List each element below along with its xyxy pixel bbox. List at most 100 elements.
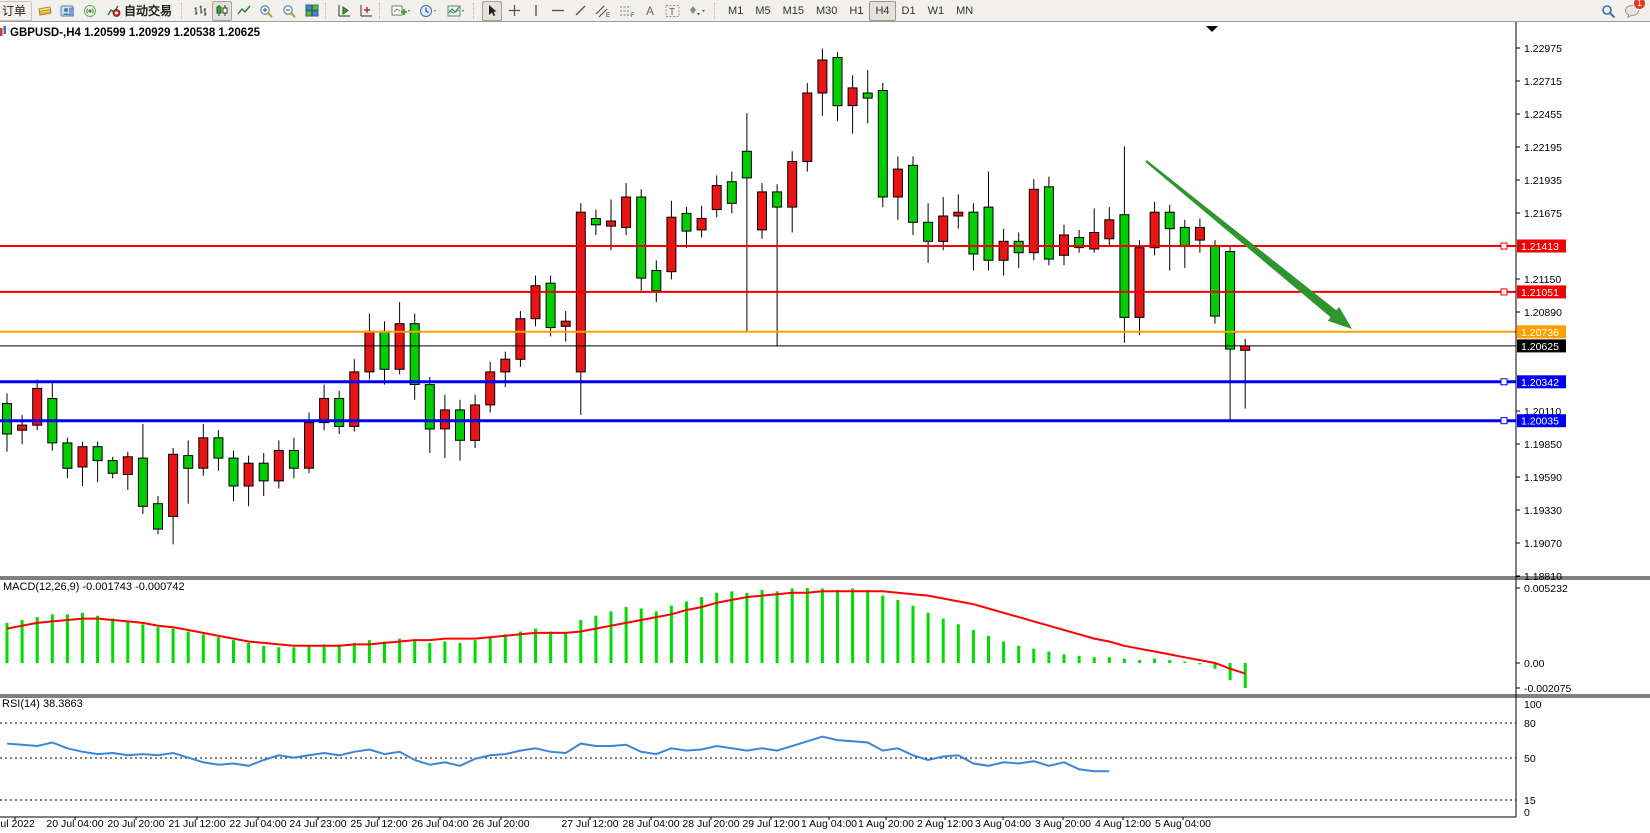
zoom-in-button[interactable] (256, 1, 277, 21)
chart-shift-marker[interactable] (1206, 26, 1218, 32)
macd-histogram-bar (1017, 645, 1021, 663)
candle-body (319, 398, 330, 424)
price-tick-label: 1.19070 (1524, 538, 1562, 550)
timeframe-d1-button[interactable]: D1 (901, 4, 916, 17)
line-handle[interactable] (1500, 378, 1508, 386)
timeframe-m1-button[interactable]: M1 (728, 4, 744, 17)
timeframe-m30-button[interactable]: M30 (816, 4, 838, 17)
candle-body (1089, 232, 1100, 250)
time-label: 27 Jul 12:00 (561, 818, 618, 830)
line-chart-mode-button[interactable] (234, 1, 254, 21)
candle-body (998, 240, 1009, 261)
macd-histogram-bar (1062, 654, 1066, 663)
time-label: 3 Aug 04:00 (975, 818, 1031, 830)
trend-arrow[interactable] (1145, 160, 1352, 329)
macd-histogram-bar (201, 634, 205, 663)
candle-body (983, 206, 994, 261)
candle-body (228, 457, 239, 487)
macd-tick-label: 0.00 (1524, 658, 1545, 670)
candle-body (379, 330, 390, 370)
cursor-tool-button[interactable] (482, 0, 503, 21)
search-button[interactable] (1598, 1, 1619, 21)
line-handle[interactable] (1500, 288, 1508, 296)
shapes-tool-button[interactable] (685, 1, 711, 21)
bar-chart-mode-button[interactable] (190, 1, 210, 21)
macd-histogram-bar (1228, 663, 1232, 681)
price-badge (1517, 325, 1566, 339)
candle-body (787, 161, 798, 208)
candlestick-icon (216, 5, 228, 16)
tile-windows-button[interactable] (302, 1, 322, 21)
crosshair-tool-button[interactable] (504, 1, 524, 21)
crosshair-icon (508, 5, 520, 16)
candle-body (32, 387, 43, 426)
text-tool-button[interactable]: A (640, 1, 660, 21)
equidistant-channel-icon: E (595, 5, 610, 18)
new-chart-button[interactable] (388, 1, 414, 21)
candle-body (288, 450, 299, 469)
macd-histogram-bar (911, 605, 915, 663)
macd-histogram-bar (745, 592, 749, 663)
macd-histogram-bar (247, 642, 251, 663)
macd-histogram-bar (654, 611, 658, 663)
macd-histogram-bar (458, 642, 462, 663)
candle-body (17, 424, 28, 431)
signals-button[interactable] (80, 1, 101, 21)
cursor-point-button[interactable] (356, 1, 376, 21)
hline-tool-button[interactable] (548, 1, 568, 21)
candle-body (1028, 188, 1039, 254)
candle-body (590, 218, 601, 226)
notifications-button[interactable]: 1 (1621, 0, 1646, 21)
timeframe-m15-button[interactable]: M15 (782, 4, 804, 17)
auto-trading-button[interactable]: 自动交易 (103, 1, 178, 21)
timeframe-h1-button[interactable]: H1 (849, 4, 864, 17)
label-tool-button[interactable]: T (662, 1, 683, 21)
channel-tool-button[interactable]: E (592, 1, 614, 21)
macd-histogram-bar (443, 641, 447, 663)
macd-histogram-bar (413, 640, 417, 663)
history-center-button[interactable] (34, 1, 55, 21)
candle-body (334, 398, 345, 427)
candle-body (213, 437, 224, 459)
periods-button[interactable] (416, 1, 442, 21)
toolbar-separator (714, 2, 720, 19)
candle-body (1074, 237, 1085, 249)
candle-body (772, 191, 783, 208)
profile-icon (60, 5, 74, 17)
macd-histogram-bar (564, 632, 568, 663)
candlestick-mode-button[interactable] (212, 0, 233, 21)
macd-histogram-bar (277, 647, 281, 663)
line-handle[interactable] (1500, 417, 1508, 425)
zoom-out-button[interactable] (279, 1, 300, 21)
search-icon (1602, 4, 1616, 18)
candle-body (153, 503, 163, 530)
line-handle[interactable] (1500, 242, 1508, 250)
profile-button[interactable] (57, 1, 78, 21)
trendline-tool-button[interactable] (570, 1, 590, 21)
macd-histogram-bar (307, 645, 311, 663)
vline-tool-button[interactable] (526, 1, 546, 21)
macd-histogram-bar (126, 621, 130, 663)
templates-button[interactable] (444, 1, 470, 21)
time-label: 26 Jul 20:00 (472, 818, 529, 830)
candle-body (696, 218, 707, 231)
candle-body (621, 196, 632, 228)
candle-body (258, 462, 269, 482)
timeframe-w1-button[interactable]: W1 (927, 4, 945, 17)
macd-tick-label: 0.005232 (1524, 583, 1568, 595)
candle-body (137, 457, 148, 507)
new-order-button[interactable]: 订单 (0, 0, 33, 21)
indicators-button[interactable] (334, 1, 354, 21)
macd-histogram-bar (790, 588, 794, 663)
timeframe-mn-button[interactable]: MN (956, 4, 974, 17)
timeframe-h4-button[interactable]: H4 (869, 0, 896, 21)
fibonacci-tool-button[interactable]: F (616, 1, 638, 21)
timeframe-m5-button[interactable]: M5 (755, 4, 771, 17)
candle-body (2, 403, 12, 435)
time-label: 1 Aug 04:00 (801, 818, 857, 830)
candle-body (304, 422, 314, 469)
macd-histogram-bar (730, 591, 734, 663)
macd-histogram-bar (760, 589, 764, 663)
